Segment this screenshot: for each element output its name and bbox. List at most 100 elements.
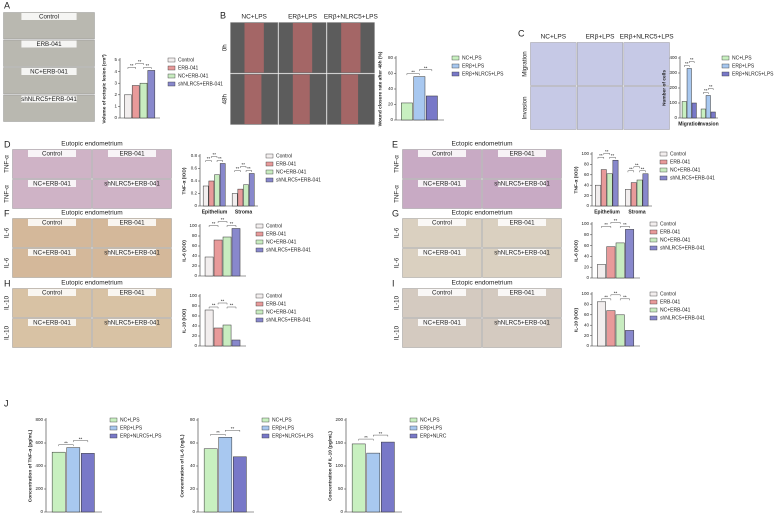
y-axis-label: IL-10 (IOD): [181, 308, 187, 333]
legend-label: Control: [266, 293, 282, 299]
significance-label: **: [685, 61, 689, 66]
row-label: TNF-α: [394, 185, 401, 203]
significance-label: **: [635, 162, 639, 167]
cell-label: ERB-041: [509, 150, 535, 157]
significance-label: **: [411, 69, 415, 74]
panel-header: Eutopic endometrium: [61, 280, 122, 287]
cell-label: Control: [432, 289, 452, 296]
label-bg: [498, 289, 546, 296]
significance-label: **: [231, 426, 235, 431]
y-tick-label: 20: [584, 333, 590, 338]
column-label: ERβ+NLRC5+LPS: [324, 14, 379, 21]
y-tick-label: 5: [114, 57, 117, 62]
significance-label: **: [641, 166, 645, 171]
cell-label: Control: [39, 13, 59, 20]
bar: [231, 228, 241, 277]
bar: [597, 301, 606, 347]
bar: [625, 189, 631, 207]
y-tick-label: 40: [584, 182, 590, 187]
legend-swatch: [261, 425, 270, 431]
legend-swatch: [649, 307, 658, 313]
significance-label: **: [611, 153, 615, 158]
legend-label: NC+ERB-041: [660, 307, 691, 313]
legend-swatch: [167, 65, 176, 71]
legend-swatch: [721, 55, 730, 61]
y-tick-label: 100: [581, 291, 589, 296]
bar: [642, 173, 649, 207]
significance-bracket: [217, 221, 228, 223]
significance-label: **: [604, 222, 608, 227]
row-label: TNF-α: [4, 155, 11, 173]
legend-swatch: [167, 81, 176, 87]
column-label: ERβ+LPS: [288, 14, 318, 21]
legend-swatch: [109, 425, 118, 431]
x-tick-label: Invasion: [698, 121, 718, 127]
label-bg: [418, 249, 466, 256]
y-tick-label: 400: [35, 463, 43, 468]
row-label: IL-10: [4, 325, 11, 340]
y-tick-label: 0.6: [191, 166, 198, 171]
y-tick-label: 40: [190, 463, 196, 468]
bar: [204, 256, 214, 277]
significance-label: **: [221, 217, 225, 222]
significance-bracket: [143, 67, 152, 69]
bar: [686, 68, 692, 119]
bar: [681, 101, 687, 119]
y-tick-label: 60: [190, 440, 196, 445]
cell-label: ERB-041: [509, 289, 535, 296]
label-bg: [418, 289, 466, 296]
y-tick-label: 0: [192, 509, 195, 514]
label-bg: [28, 180, 76, 187]
legend-label: ERβ+LPS: [272, 425, 295, 431]
y-tick-label: 20: [584, 264, 590, 269]
y-tick-label: 40: [584, 322, 590, 327]
image-cell: [576, 42, 624, 86]
significance-bracket: [240, 166, 247, 168]
significance-bracket: [633, 166, 640, 169]
legend-swatch: [721, 71, 730, 77]
bar: [615, 242, 625, 279]
significance-bracket: [620, 298, 630, 301]
legend-label: NC+LPS: [120, 417, 140, 423]
wound-edge: [292, 23, 313, 73]
cell-label: Control: [42, 289, 62, 296]
image-cell: [530, 42, 577, 86]
bar: [630, 182, 637, 207]
y-tick-label: 60: [584, 243, 590, 248]
y-tick-label: 200: [35, 486, 43, 491]
legend-label: NC+ERB-041: [660, 237, 691, 243]
image-cell: [623, 86, 670, 130]
bar: [595, 184, 601, 207]
bar: [213, 239, 223, 277]
y-tick-label: 60: [584, 312, 590, 317]
bar: [705, 95, 711, 119]
significance-label: **: [614, 290, 618, 295]
significance-label: **: [599, 153, 603, 158]
y-tick-label: 0: [340, 509, 343, 514]
legend-label: ERβ+LPS: [462, 63, 485, 69]
wound-edge: [244, 74, 262, 124]
y-tick-label: 20: [388, 102, 394, 107]
column-label: NC+LPS: [541, 34, 567, 41]
y-axis-label: IL-10 (IOD): [573, 307, 579, 332]
legend-swatch: [649, 229, 658, 235]
wound-edge: [292, 74, 310, 124]
row-label: IL-10: [394, 325, 401, 340]
bar: [139, 82, 148, 119]
label-bg: [498, 219, 546, 226]
legend-swatch: [659, 159, 668, 165]
cell-label: ERB-041: [119, 219, 145, 226]
row-label: IL-6: [394, 227, 401, 238]
bar: [606, 246, 616, 279]
bar: [231, 339, 241, 347]
y-tick-label: 100: [581, 151, 589, 156]
bar: [51, 451, 66, 513]
y-tick-label: 200: [335, 417, 343, 422]
y-tick-label: 300: [669, 70, 677, 75]
label-bg: [108, 150, 156, 157]
significance-label: **: [704, 88, 708, 93]
y-tick-label: 100: [581, 221, 589, 226]
legend-label: Control: [266, 223, 282, 229]
label-bg: [108, 319, 156, 326]
